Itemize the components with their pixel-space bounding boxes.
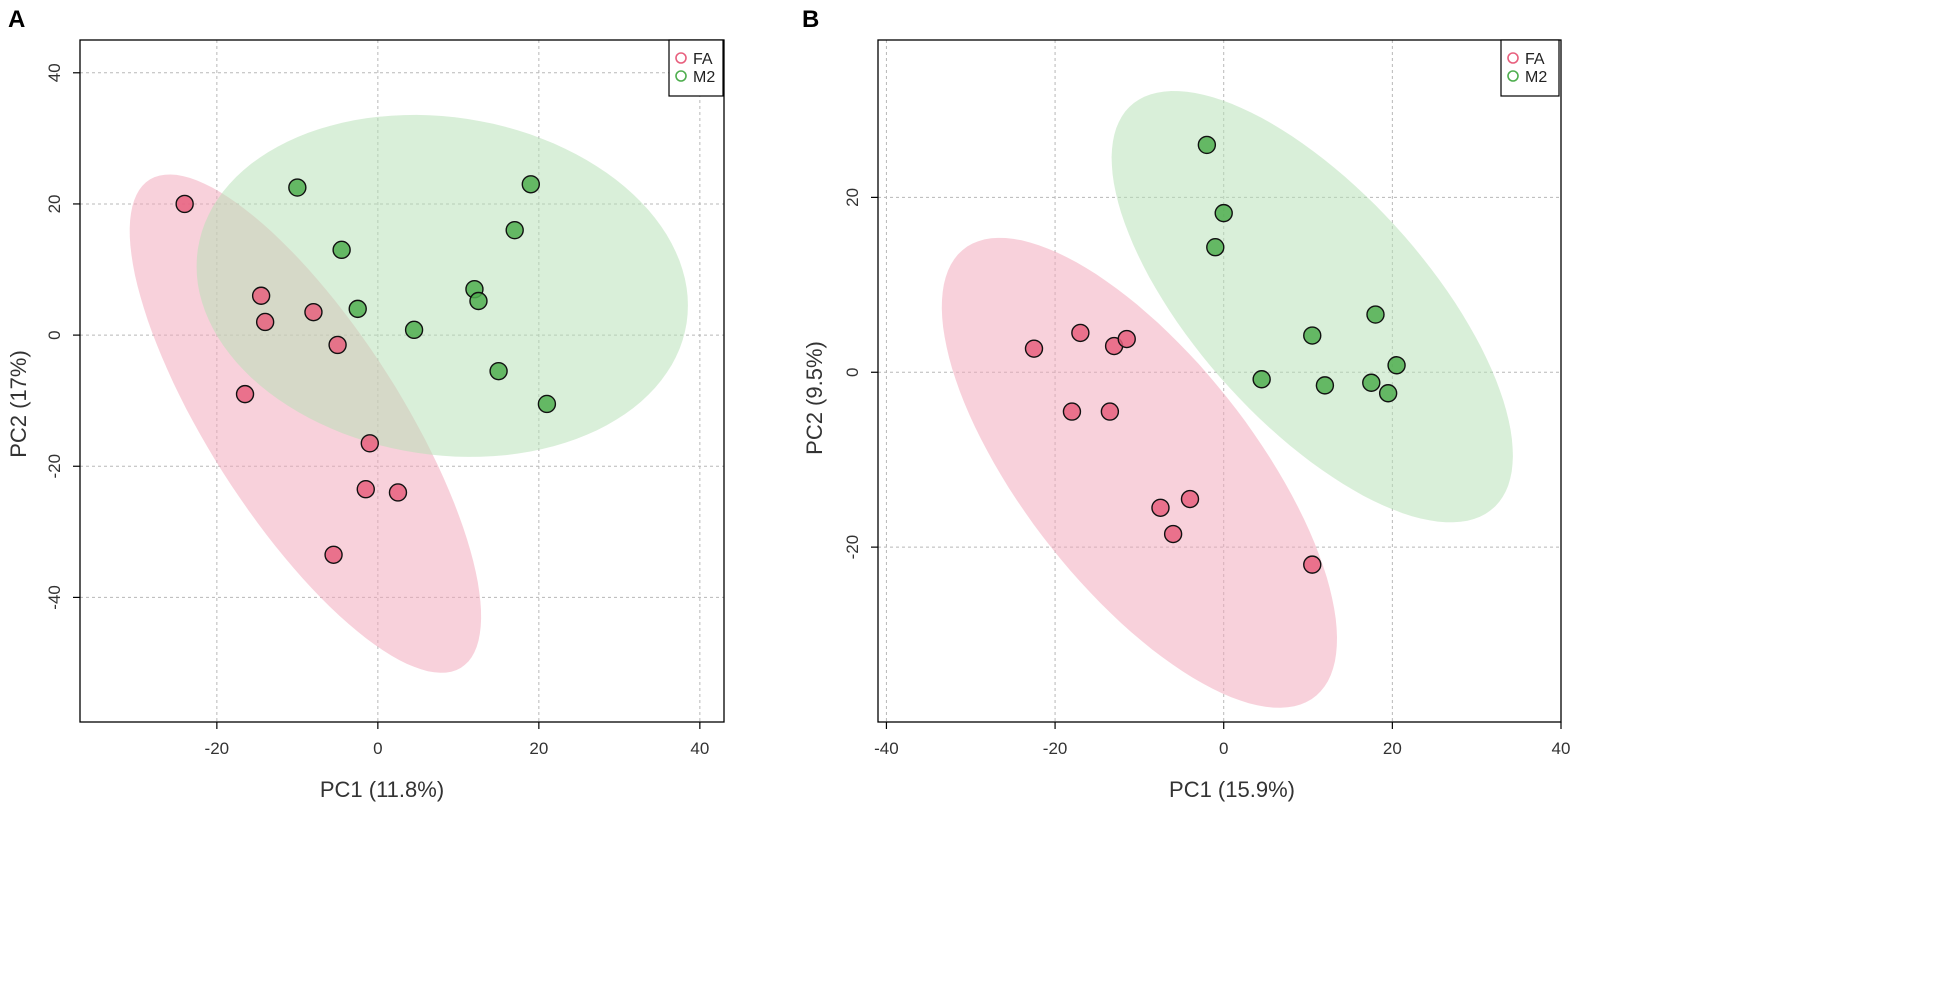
legend-label-m2: M2 — [693, 69, 715, 86]
data-point-m2[interactable] — [288, 178, 307, 197]
legend-box — [1500, 39, 1560, 97]
data-point-fa[interactable] — [175, 194, 194, 214]
series-fa — [1024, 323, 1322, 574]
legend-marker-fa — [1507, 52, 1519, 64]
confidence-ellipse-fa — [941, 237, 1337, 708]
series-m2 — [288, 175, 557, 414]
data-point-m2[interactable] — [1197, 135, 1217, 155]
panel-label: A — [8, 6, 25, 33]
confidence-ellipse-m2 — [1111, 91, 1513, 523]
y-tick-label: 20 — [843, 188, 862, 207]
data-point-m2[interactable] — [489, 361, 508, 381]
data-point-m2[interactable] — [1315, 376, 1335, 395]
x-axis-title: PC1 (15.9%) — [1169, 777, 1295, 802]
data-point-m2[interactable] — [505, 220, 524, 240]
y-tick-label: 40 — [45, 63, 64, 82]
data-point-fa[interactable] — [251, 286, 271, 305]
legend-marker-m2 — [1507, 70, 1519, 82]
data-point-fa[interactable] — [255, 312, 275, 332]
data-point-m2[interactable] — [1366, 305, 1385, 324]
data-point-m2[interactable] — [1303, 326, 1322, 345]
data-point-fa[interactable] — [1163, 524, 1183, 544]
data-point-m2[interactable] — [537, 394, 557, 414]
legend-label-fa: FA — [693, 51, 713, 68]
data-point-fa[interactable] — [360, 434, 379, 453]
series-m2 — [1197, 135, 1406, 403]
data-point-fa[interactable] — [235, 384, 255, 404]
data-point-fa[interactable] — [1303, 555, 1322, 574]
data-point-fa[interactable] — [1180, 489, 1200, 509]
legend-marker-fa — [675, 52, 687, 64]
x-tick-label: 20 — [1383, 739, 1402, 758]
data-point-fa[interactable] — [324, 545, 343, 564]
data-point-m2[interactable] — [1362, 373, 1381, 392]
data-point-m2[interactable] — [1214, 203, 1233, 223]
data-point-m2[interactable] — [404, 320, 424, 340]
legend-marker-m2 — [675, 70, 687, 82]
data-point-m2[interactable] — [332, 240, 351, 260]
y-tick-label: 20 — [45, 194, 64, 213]
x-tick-label: -20 — [205, 739, 230, 758]
data-point-m2[interactable] — [1206, 238, 1225, 257]
data-point-fa[interactable] — [1117, 329, 1136, 349]
data-point-m2[interactable] — [1252, 370, 1271, 389]
y-tick-label: 0 — [45, 330, 64, 339]
y-tick-label: -40 — [45, 585, 64, 610]
data-point-fa[interactable] — [388, 483, 408, 502]
panel-a: A -20 0 20 40 -40 -20 0 20 40 PC1 (11.8%) PC2 (17%)… — [6, 6, 725, 802]
x-axis-title: PC1 (11.8%) — [320, 777, 444, 802]
panel-label: B — [802, 6, 819, 33]
x-tick-label: 40 — [1552, 739, 1571, 758]
data-point-m2[interactable] — [1378, 384, 1398, 403]
y-axis-title: PC2 (17%) — [6, 350, 31, 458]
data-point-m2[interactable] — [521, 175, 540, 194]
legend-box — [668, 39, 724, 97]
data-point-m2[interactable] — [348, 299, 367, 319]
x-tick-label: -20 — [1043, 739, 1068, 758]
data-point-fa[interactable] — [1024, 339, 1044, 358]
y-tick-label: 0 — [843, 368, 862, 377]
confidence-ellipse-m2 — [196, 114, 688, 457]
legend-label-fa: FA — [1525, 51, 1545, 68]
data-point-m2[interactable] — [469, 291, 488, 311]
data-point-fa[interactable] — [1062, 402, 1082, 421]
x-tick-label: 0 — [373, 739, 382, 758]
legend-label-m2: M2 — [1525, 69, 1547, 86]
data-point-fa[interactable] — [1151, 498, 1170, 517]
y-tick-label: -20 — [45, 454, 64, 479]
x-tick-label: 20 — [529, 739, 548, 758]
plot-frame — [877, 39, 1562, 723]
y-tick-label: -20 — [843, 535, 862, 560]
data-point-fa[interactable] — [304, 302, 323, 322]
x-tick-label: 0 — [1219, 739, 1228, 758]
series-fa — [175, 194, 408, 564]
x-tick-label: -40 — [874, 739, 899, 758]
y-axis-title: PC2 (9.5%) — [802, 341, 827, 455]
data-point-fa[interactable] — [328, 335, 347, 355]
data-point-fa[interactable] — [1100, 402, 1120, 421]
data-point-fa[interactable] — [356, 480, 375, 499]
data-point-fa[interactable] — [1071, 323, 1090, 343]
plot-frame — [79, 39, 725, 723]
x-tick-label: 40 — [690, 739, 709, 758]
data-point-m2[interactable] — [1387, 356, 1406, 375]
panel-b: B -40 -20 0 20 40 -20 0 20 PC1 (15.9%) PC2 (9.5%) F… — [802, 6, 1570, 802]
